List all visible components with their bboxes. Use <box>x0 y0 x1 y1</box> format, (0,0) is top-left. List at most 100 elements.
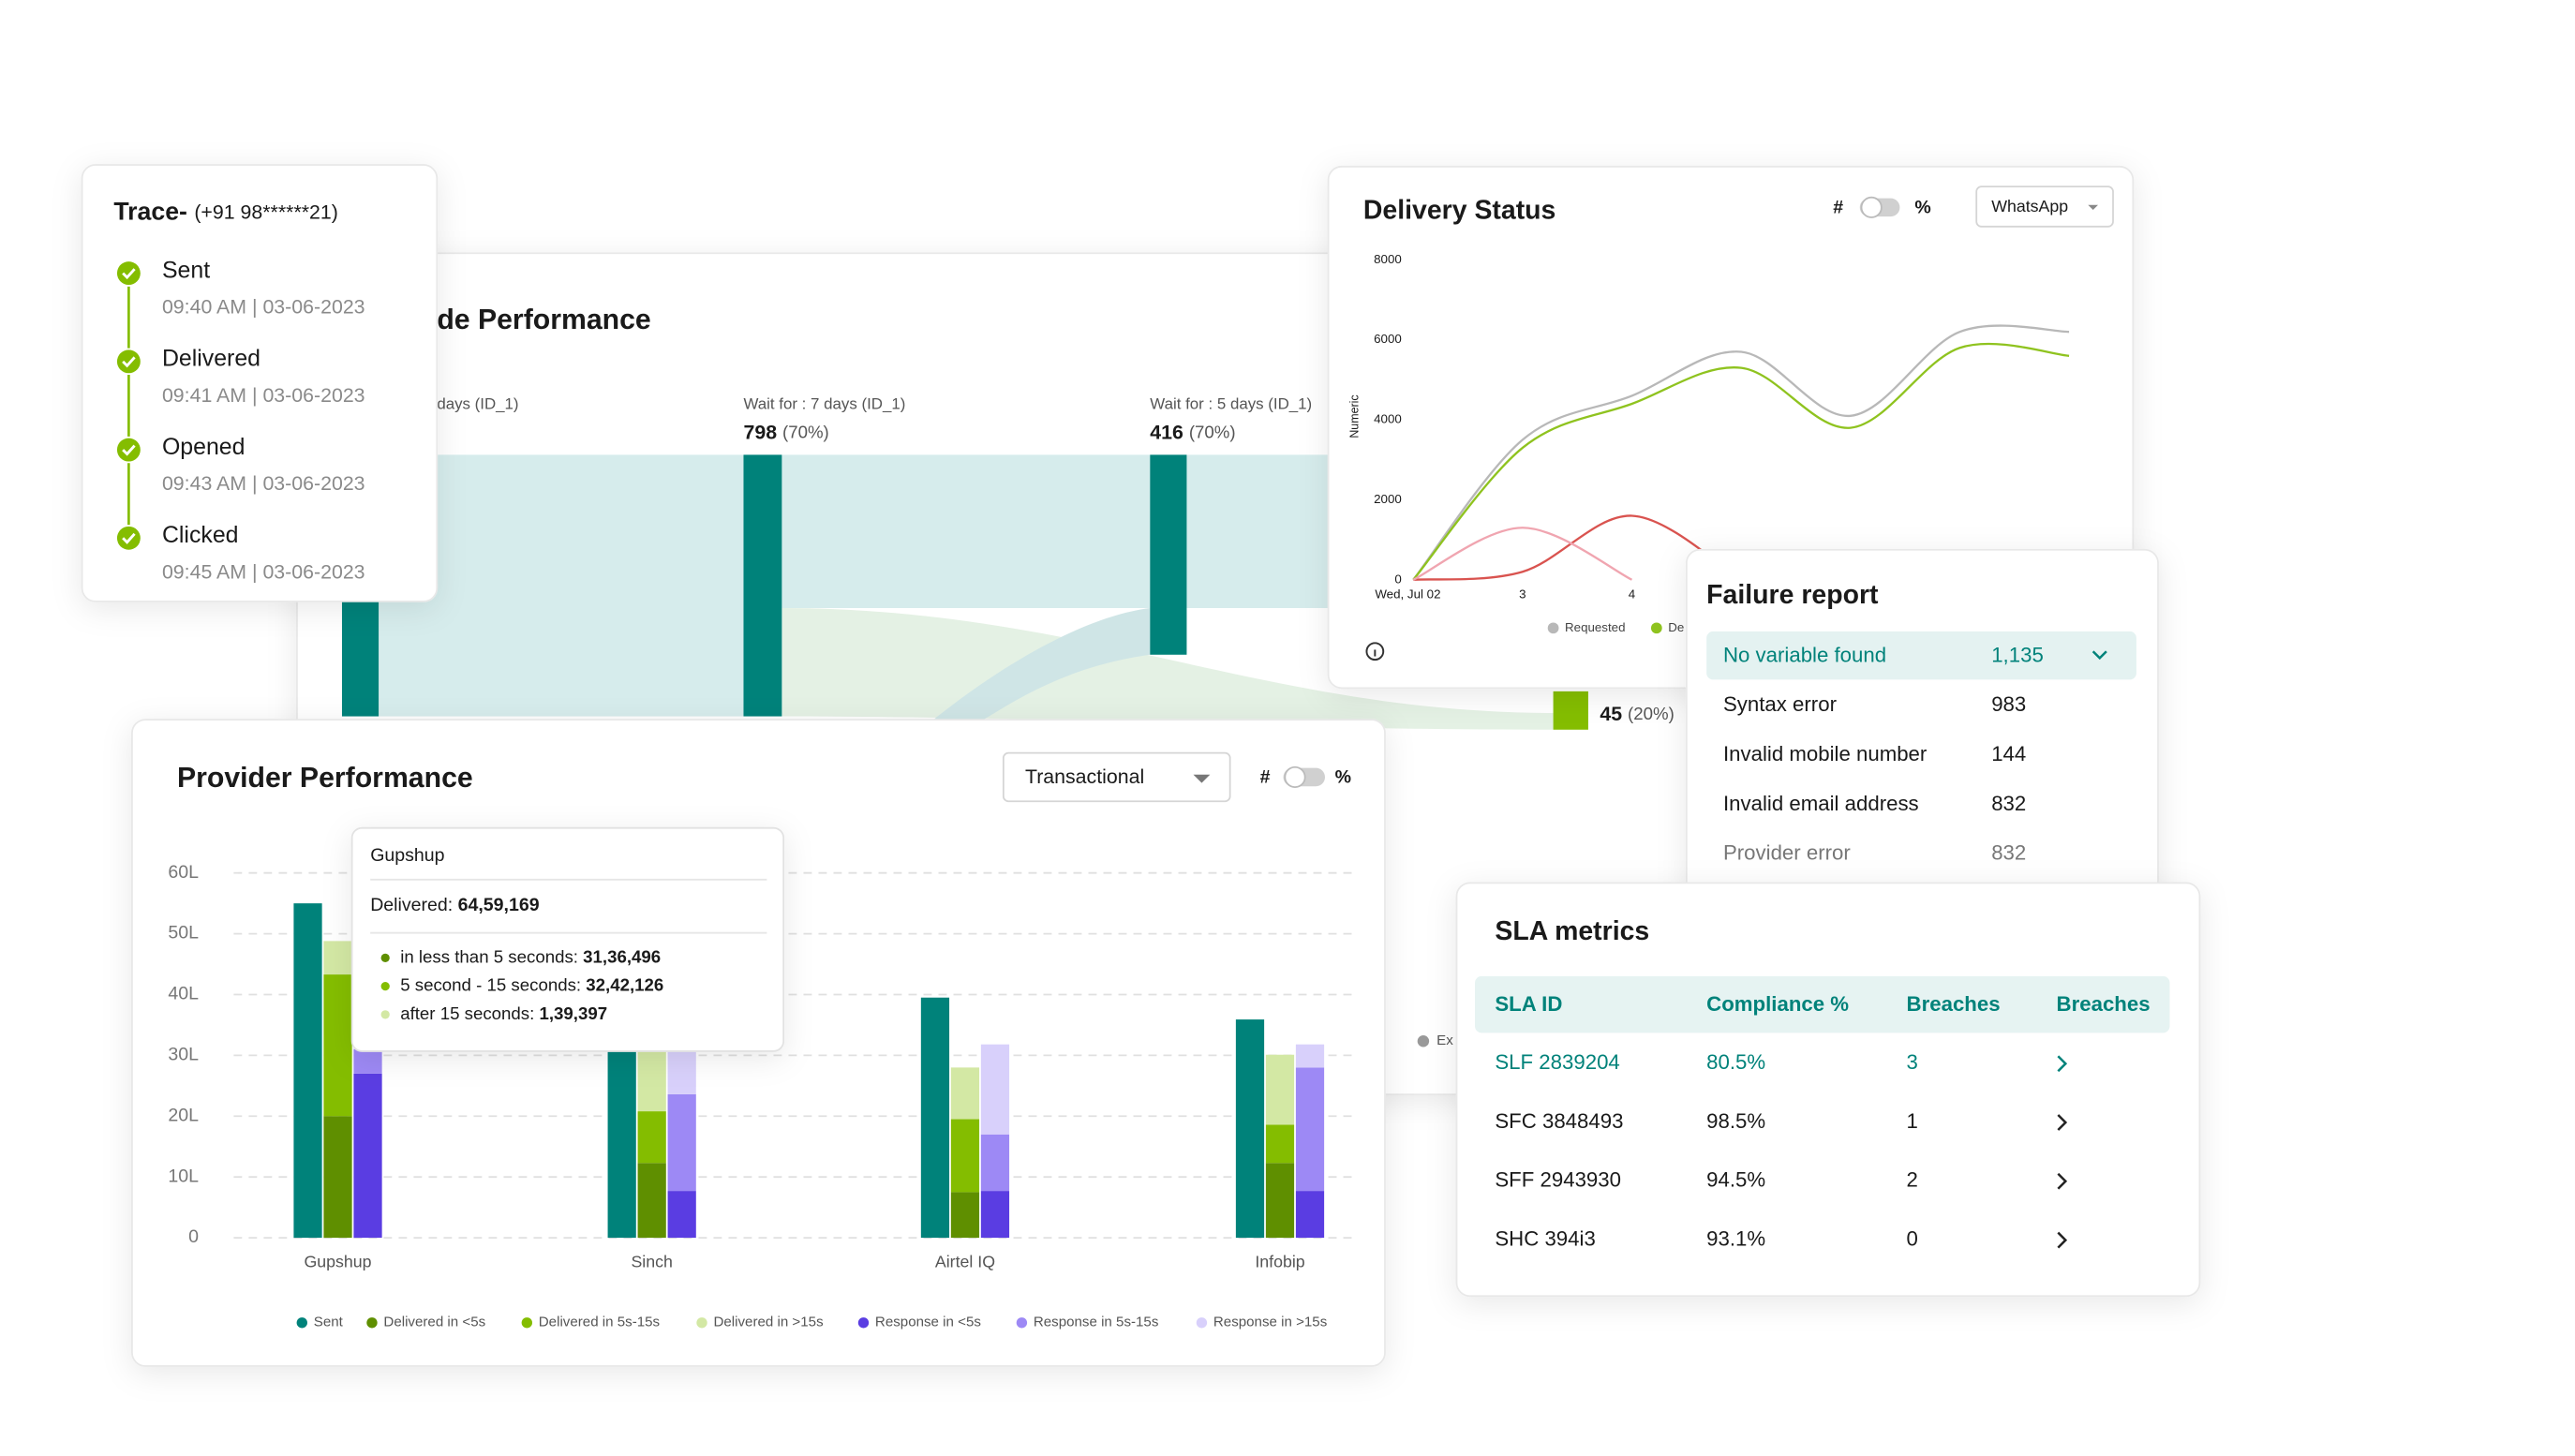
count: 416 <box>1150 421 1183 443</box>
type-dropdown[interactable]: Transactional <box>1002 751 1231 803</box>
event-time: 09:41 AM | 03-06-2023 <box>162 384 365 407</box>
bar-segment <box>1295 1191 1325 1239</box>
table-cell: SFF 2943930 <box>1495 1168 1621 1192</box>
series-line <box>1413 514 1742 581</box>
legend-label: Delivered in <5s <box>383 1315 485 1330</box>
toggle-label: # <box>1260 767 1271 788</box>
series-line <box>1412 324 2070 581</box>
legend-dot <box>366 1317 378 1329</box>
sankey-flow <box>933 607 1151 721</box>
sankey-node <box>1553 691 1588 730</box>
y-tick-label: 8000 <box>1374 252 1402 266</box>
failure-reason: Invalid mobile number <box>1723 742 1928 765</box>
step-count: 798 (70%) <box>743 421 828 443</box>
bar-segment <box>1265 1163 1295 1239</box>
bar-segment <box>980 1191 1010 1239</box>
tooltip-row: 5 second - 15 seconds: 32,42,126 <box>400 975 663 995</box>
expand-chevron[interactable] <box>2091 650 2107 661</box>
x-tick-label: 4 <box>1629 587 1636 601</box>
bar-segment <box>1295 1067 1325 1192</box>
event-time: 09:43 AM | 03-06-2023 <box>162 472 365 495</box>
row-chevron[interactable] <box>2057 1114 2068 1131</box>
check-mark <box>122 532 136 544</box>
y-tick-label: 30L <box>168 1045 199 1065</box>
dropdown-caret <box>1193 774 1211 783</box>
step-label: Wait for : 7 days (ID_1) <box>743 395 905 413</box>
series-line <box>1412 342 2070 581</box>
row-chevron[interactable] <box>2057 1231 2068 1249</box>
label: 5 second - 15 seconds: <box>400 975 581 995</box>
legend-dot <box>296 1317 307 1329</box>
x-tick-label: Infobip <box>1255 1252 1304 1270</box>
toggle-label: % <box>1335 767 1351 788</box>
card-title: Failure report <box>1706 580 1879 610</box>
tooltip-bg <box>350 826 785 1052</box>
failure-count: 832 <box>1991 841 2026 865</box>
y-tick-label: 20L <box>168 1105 199 1125</box>
failure-reason: Syntax error <box>1723 692 1838 716</box>
failure-reason: No variable found <box>1723 643 1886 666</box>
table-cell: SLF 2839204 <box>1495 1050 1619 1074</box>
legend-label: Sent <box>314 1315 344 1330</box>
row-chevron[interactable] <box>2057 1172 2068 1190</box>
toggle-label: % <box>1914 197 1930 217</box>
y-tick-label: 2000 <box>1374 492 1402 506</box>
tooltip-total: Delivered: 64,59,169 <box>370 895 540 915</box>
bar-segment <box>1295 1044 1325 1068</box>
legend-label: Ex <box>1436 1033 1453 1048</box>
legend-label: Delivered in 5s-15s <box>539 1315 661 1330</box>
row-highlight <box>1706 631 2136 680</box>
column-header: Breaches <box>2057 992 2151 1016</box>
label: Delivered: <box>370 895 453 915</box>
tooltip-row: after 15 seconds: 1,39,397 <box>400 1003 607 1023</box>
legend-dot <box>857 1317 870 1329</box>
bar-segment <box>1265 1124 1295 1164</box>
toggle[interactable] <box>1283 765 1326 789</box>
toggle-knob <box>1284 765 1306 789</box>
bar-segment <box>637 1163 666 1239</box>
bar-segment <box>637 1050 666 1112</box>
bar-segment <box>353 1073 382 1239</box>
failure-count: 144 <box>1991 742 2026 765</box>
failure-report-card: Failure report No variable found 1,135 Syn… <box>1685 548 2159 909</box>
share: (20%) <box>1628 704 1674 723</box>
dropdown-box <box>1002 751 1231 803</box>
card-title: de Performance <box>437 305 650 335</box>
y-tick-label: 60L <box>168 862 199 883</box>
dropdown-caret <box>2088 204 2099 211</box>
failure-reason: Invalid email address <box>1723 792 1919 815</box>
title: Trace- <box>113 198 187 226</box>
bar-segment <box>1265 1054 1295 1125</box>
value: 31,36,496 <box>583 946 661 966</box>
event-time: 09:40 AM | 03-06-2023 <box>162 296 365 319</box>
table-cell: 0 <box>1907 1226 1918 1250</box>
channel-dropdown[interactable]: WhatsApp <box>1975 186 2114 228</box>
check-mark <box>122 444 136 456</box>
info-icon[interactable] <box>1365 642 1385 661</box>
sankey-flow <box>1186 454 1337 608</box>
table-cell: 2 <box>1907 1168 1918 1192</box>
toggle[interactable] <box>1859 196 1900 218</box>
failure-count: 832 <box>1991 792 2026 815</box>
bar-segment <box>353 1048 382 1074</box>
sla-metrics-card: SLA metrics SLA ID Compliance % Breaches Br… <box>1455 882 2201 1298</box>
check-icon <box>116 261 141 286</box>
bar-segment <box>293 903 322 1239</box>
column-header: Compliance % <box>1706 992 1849 1016</box>
info-circle <box>1365 642 1385 661</box>
count: 798 <box>743 421 777 443</box>
bar-segment <box>323 974 352 1117</box>
plot: 0 10L 20L 30L 40L 50L 60L Gupshup Sinch Airtel IQ… <box>168 862 1354 1330</box>
check-mark <box>122 268 136 280</box>
row-chevron[interactable] <box>2057 1055 2068 1073</box>
event-status: Opened <box>162 434 246 460</box>
card-title: Delivery Status <box>1363 195 1555 225</box>
y-tick-label: 0 <box>188 1226 199 1247</box>
x-tick-label: Airtel IQ <box>935 1252 995 1270</box>
y-tick-label: 40L <box>168 984 199 1004</box>
bar-segment <box>950 1192 980 1239</box>
value: 32,42,126 <box>586 975 663 995</box>
sankey-flow <box>379 454 744 717</box>
step-count: 416 (70%) <box>1150 421 1235 443</box>
